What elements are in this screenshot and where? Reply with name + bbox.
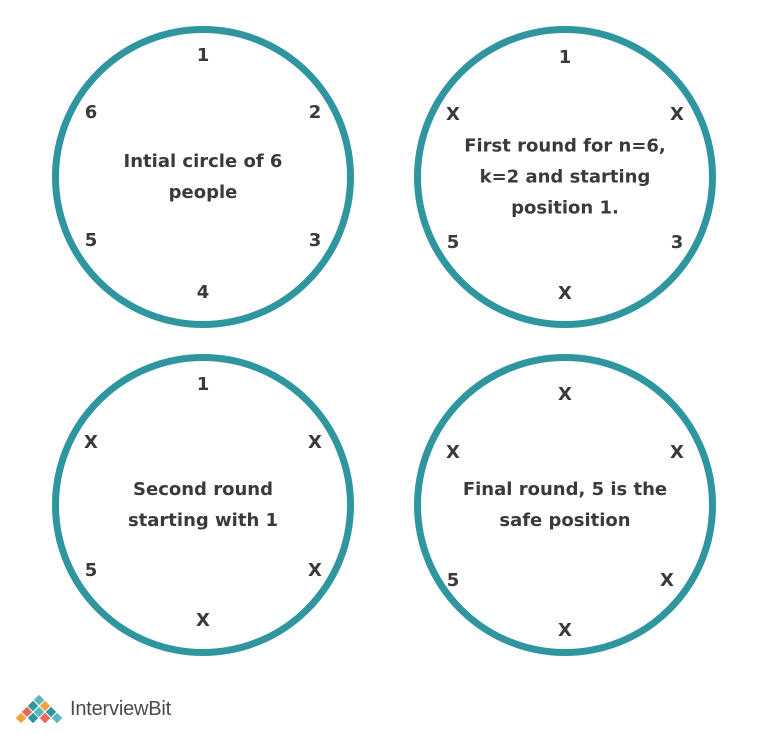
position-label: X [84, 432, 98, 453]
interviewbit-logo: InterviewBit [14, 692, 171, 726]
position-label: X [660, 570, 674, 591]
panel-caption: Final round, 5 is the safe position [462, 479, 668, 531]
position-label: 1 [196, 374, 210, 395]
position-label: 3 [670, 232, 684, 253]
position-label: 5 [446, 570, 460, 591]
final-round-panel: X X X X 5 X Final round, 5 is the safe p… [414, 354, 716, 656]
position-label: X [670, 442, 684, 463]
position-label: X [446, 442, 460, 463]
position-label: 4 [196, 282, 210, 303]
panel-caption: First round for n=6, k=2 and starting po… [464, 135, 666, 219]
position-label: X [308, 560, 322, 581]
logo-mark-icon [14, 693, 64, 725]
panel-caption: Intial circle of 6 people [123, 151, 283, 203]
position-label: X [308, 432, 322, 453]
position-label: X [670, 104, 684, 125]
position-label: 5 [446, 232, 460, 253]
first-round-panel: 1 X 3 X 5 X First round for n=6, k=2 and… [414, 26, 716, 328]
position-label: X [558, 384, 572, 405]
position-label: X [558, 283, 572, 304]
position-label: 3 [308, 230, 322, 251]
position-label: 2 [308, 102, 322, 123]
position-label: X [446, 104, 460, 125]
position-label: X [558, 620, 572, 641]
position-label: X [196, 610, 210, 631]
panel-caption: Second round starting with 1 [127, 479, 279, 531]
logo-text: InterviewBit [70, 697, 171, 720]
position-label: 6 [84, 102, 98, 123]
initial-circle-panel: 1 2 3 4 5 6 Intial circle of 6 people [52, 26, 354, 328]
position-label: 1 [196, 45, 210, 66]
position-label: 5 [84, 230, 98, 251]
position-label: 1 [558, 47, 572, 68]
second-round-panel: 1 X X X 5 X Second round starting with 1 [52, 354, 354, 656]
position-label: 5 [84, 560, 98, 581]
